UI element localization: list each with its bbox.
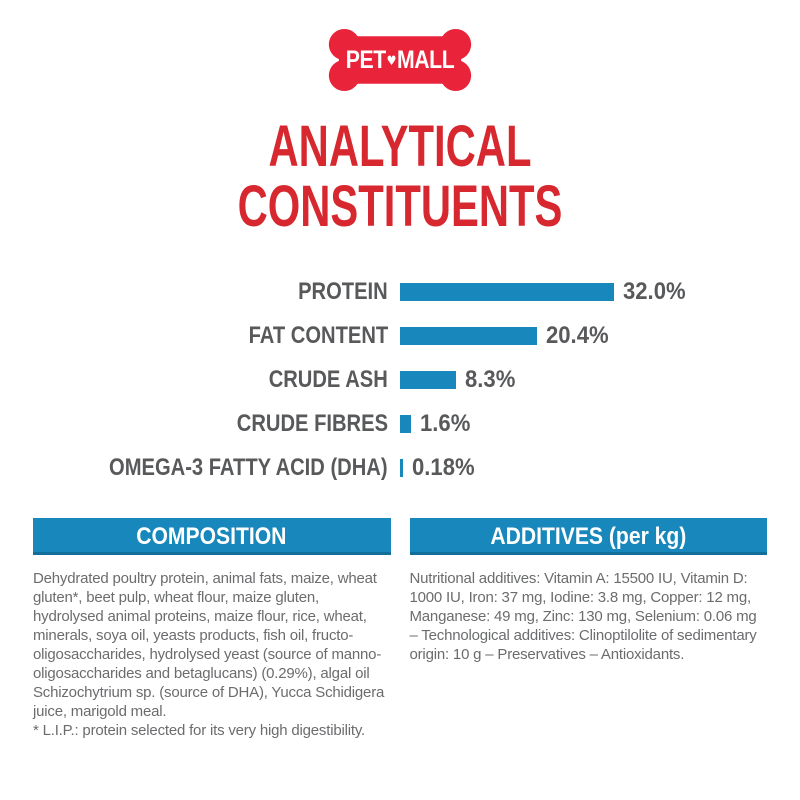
heart-icon: ♥ — [386, 53, 397, 69]
composition-lip-note: * L.I.P.: protein selected for its very … — [33, 722, 365, 739]
additives-header-label: ADDITIVES (per kg) — [490, 522, 687, 550]
composition-header-label: COMPOSITION — [136, 522, 287, 550]
bar-label: CRUDE FIBRES — [236, 410, 388, 437]
logo-text-right: MALL — [396, 45, 455, 74]
bar-value: 8.3% — [464, 366, 515, 393]
bar-label: OMEGA-3 FATTY ACID (DHA) — [109, 454, 388, 481]
chart-row-omega3: OMEGA-3 FATTY ACID (DHA) 0.18% — [0, 446, 800, 490]
bar-fat-content — [400, 327, 537, 345]
bar-value: 0.18% — [411, 454, 475, 481]
bar-protein — [400, 283, 615, 301]
chart-row-crude-ash: CRUDE ASH 8.3% — [0, 358, 800, 402]
additives-section: ADDITIVES (per kg) Nutritional additives… — [409, 518, 768, 740]
bar-omega3 — [400, 459, 403, 477]
pet-mall-logo: PET ♥ MALL — [327, 28, 473, 92]
page-title-line1: ANALYTICAL — [268, 114, 532, 179]
logo-text-left: PET — [345, 45, 386, 74]
composition-text: Dehydrated poultry protein, animal fats,… — [33, 570, 385, 720]
bar-label: CRUDE ASH — [268, 366, 388, 393]
chart-row-protein: PROTEIN 32.0% — [0, 270, 800, 314]
bar-label: FAT CONTENT — [248, 322, 388, 349]
bar-label: PROTEIN — [298, 278, 388, 305]
chart-row-fat-content: FAT CONTENT 20.4% — [0, 314, 800, 358]
bone-icon — [328, 28, 472, 92]
info-sections: COMPOSITION Dehydrated poultry protein, … — [33, 518, 767, 740]
composition-header: COMPOSITION — [33, 518, 391, 555]
bar-value: 32.0% — [623, 278, 687, 305]
bar-value: 20.4% — [545, 322, 609, 349]
additives-text: Nutritional additives: Vitamin A: 15500 … — [409, 570, 757, 663]
page-title-line2: CONSTITUENTS — [237, 174, 563, 239]
logo-wordmark: PET ♥ MALL — [338, 28, 462, 92]
composition-section: COMPOSITION Dehydrated poultry protein, … — [33, 518, 391, 740]
bar-value: 1.6% — [419, 410, 471, 437]
composition-body: Dehydrated poultry protein, animal fats,… — [33, 569, 391, 740]
page-title: ANALYTICAL CONSTITUENTS — [0, 117, 800, 237]
additives-body: Nutritional additives: Vitamin A: 15500 … — [410, 569, 768, 664]
chart-row-crude-fibres: CRUDE FIBRES 1.6% — [0, 402, 800, 446]
bar-crude-ash — [400, 371, 456, 389]
analytical-constituents-chart: PROTEIN 32.0% FAT CONTENT 20.4% CRUDE AS… — [0, 270, 800, 490]
bar-crude-fibres — [400, 415, 411, 433]
additives-header: ADDITIVES (per kg) — [409, 518, 767, 555]
